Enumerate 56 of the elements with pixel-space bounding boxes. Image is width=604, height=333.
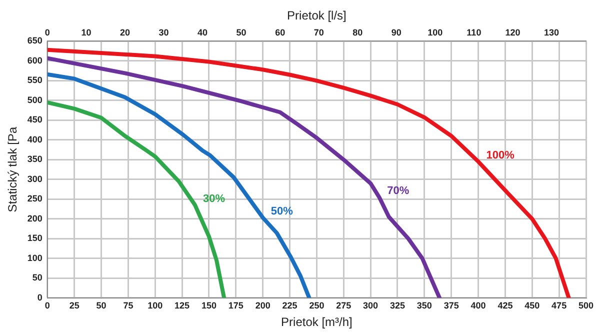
x2-tick-label: 40: [198, 27, 208, 38]
y-tick-label: 0: [37, 292, 42, 302]
x2-tick-label: 90: [391, 27, 402, 38]
x-tick-label: 50: [96, 300, 106, 311]
y-tick-label: 350: [27, 154, 42, 164]
y-axis-title: Statický tlak [Pa: [6, 126, 20, 212]
x2-tick-label: 10: [81, 27, 92, 38]
series-label: 30%: [202, 193, 226, 206]
y-tick-label: 100: [27, 252, 42, 263]
y-tick-label: 50: [32, 272, 42, 283]
x-tick-label: 125: [174, 300, 190, 311]
y-tick-label: 200: [27, 213, 42, 224]
series-label: 70%: [387, 185, 410, 198]
x-tick-label: 100: [148, 300, 163, 311]
x-tick-label: 450: [524, 300, 540, 311]
x-tick-label: 425: [498, 300, 513, 311]
y-tick-label: 600: [27, 55, 42, 66]
x-tick-label: 75: [123, 300, 134, 311]
x2-tick-label: 80: [352, 27, 363, 38]
x-tick-label: 175: [228, 300, 244, 311]
x-tick-label: 325: [390, 300, 406, 311]
x2-tick-label: 60: [275, 27, 286, 38]
x-tick-label: 150: [201, 300, 217, 311]
x-tick-label: 375: [444, 300, 459, 311]
y-tick-label: 250: [27, 194, 42, 204]
y-tick-label: 150: [27, 233, 42, 244]
x2-tick-label: 70: [314, 27, 324, 38]
x2-tick-label: 110: [466, 27, 482, 38]
x-tick-label: 350: [416, 300, 432, 311]
y-tick-label: 550: [27, 75, 42, 86]
x-tick-label: 25: [69, 300, 80, 311]
series-label: 100%: [486, 150, 515, 162]
x-tick-label: 300: [363, 300, 378, 311]
x-tick-label: 275: [336, 300, 352, 311]
x-tick-label: 475: [552, 300, 567, 311]
x-tick-label: 0: [44, 300, 50, 311]
x2-tick-label: 100: [428, 27, 443, 38]
y-tick-label: 500: [27, 94, 42, 105]
x-tick-label: 500: [578, 300, 594, 311]
y-tick-label: 400: [27, 134, 42, 144]
x2-axis-title: Prietok [l/s]: [287, 8, 346, 23]
x2-tick-label: 50: [236, 27, 246, 38]
x-tick-label: 200: [255, 300, 270, 311]
y-tick-label: 650: [27, 36, 42, 46]
x-axis-title: Prietok [m³/h]: [281, 315, 352, 330]
x2-tick-label: 120: [505, 27, 520, 38]
x-tick-label: 400: [470, 300, 486, 311]
x2-tick-label: 30: [158, 27, 169, 38]
x-tick-label: 225: [282, 300, 298, 311]
y-tick-label: 450: [27, 114, 42, 125]
x2-tick-label: 20: [120, 27, 130, 38]
y-tick-label: 300: [27, 174, 42, 184]
x2-tick-label: 130: [544, 27, 560, 38]
x2-tick-label: 0: [44, 27, 50, 38]
x-tick-label: 250: [309, 300, 324, 311]
series-label: 50%: [270, 206, 294, 218]
